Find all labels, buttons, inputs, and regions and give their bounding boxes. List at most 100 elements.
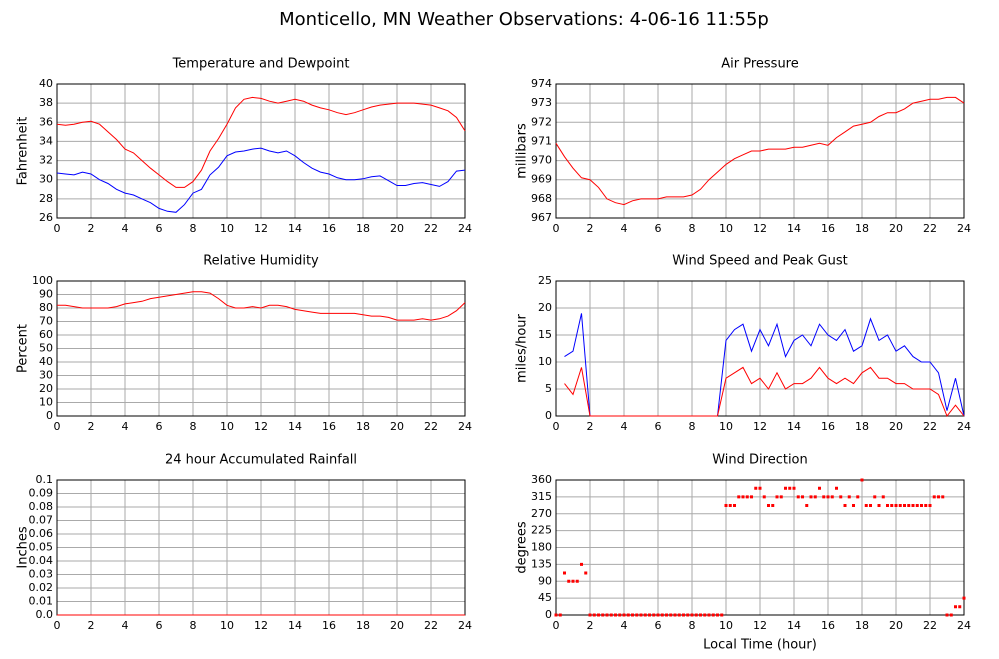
x-tick-label: 0: [553, 619, 560, 632]
data-point: [920, 504, 923, 507]
data-point: [728, 504, 732, 507]
data-point: [575, 579, 579, 583]
y-tick-label: 969: [531, 173, 552, 186]
data-point: [699, 613, 702, 617]
data-point: [631, 613, 634, 617]
data-point: [592, 613, 596, 617]
data-point: [826, 495, 830, 499]
x-tick-label: 18: [356, 619, 370, 632]
data-point: [758, 486, 762, 490]
chart-title: Wind Speed and Peak Gust: [672, 254, 847, 269]
data-point: [784, 486, 787, 490]
data-point: [881, 495, 885, 499]
y-tick-label: 0.05: [29, 541, 54, 554]
x-tick-label: 18: [356, 222, 370, 235]
data-point: [903, 504, 906, 507]
data-point: [571, 579, 575, 583]
data-point: [652, 613, 656, 617]
data-point: [911, 504, 915, 507]
x-tick-label: 18: [855, 420, 869, 433]
x-tick-label: 0: [553, 420, 560, 433]
x-tick-label: 6: [655, 619, 662, 632]
data-point: [941, 495, 945, 499]
x-tick-label: 4: [621, 420, 628, 433]
y-tick-label: 970: [531, 154, 552, 167]
x-tick-label: 18: [855, 222, 869, 235]
data-line: [56, 96, 466, 188]
data-point: [788, 486, 792, 490]
x-tick-label: 20: [889, 420, 903, 433]
x-tick-label: 20: [889, 222, 903, 235]
y-tick-label: 0: [545, 608, 552, 621]
y-tick-label: 26: [39, 211, 53, 224]
data-point: [954, 605, 957, 609]
x-tick-label: 2: [587, 619, 594, 632]
x-tick-label: 24: [957, 420, 971, 433]
data-point: [805, 504, 809, 507]
data-point: [716, 613, 719, 617]
x-tick-label: 22: [923, 420, 937, 433]
chart-title: Wind Direction: [712, 453, 808, 468]
data-point: [745, 495, 749, 499]
x-tick-label: 0: [54, 222, 61, 235]
data-point: [733, 504, 736, 507]
x-tick-label: 16: [322, 619, 336, 632]
page-title: Monticello, MN Weather Observations: 4-0…: [279, 9, 769, 30]
y-tick-label: 80: [39, 301, 53, 314]
x-tick-label: 12: [753, 222, 767, 235]
x-tick-label: 16: [322, 420, 336, 433]
y-tick-label: 15: [538, 328, 552, 341]
data-point: [792, 486, 796, 490]
data-point: [618, 613, 622, 617]
x-tick-label: 4: [621, 619, 628, 632]
data-point: [639, 613, 643, 617]
y-axis-label: miles/hour: [515, 313, 530, 382]
data-point: [962, 596, 966, 600]
data-point: [839, 495, 843, 499]
data-point: [928, 504, 932, 507]
x-tick-label: 20: [390, 222, 404, 235]
data-point: [554, 613, 558, 617]
data-point: [558, 613, 562, 617]
x-tick-label: 2: [88, 619, 95, 632]
y-tick-label: 0.0: [36, 608, 54, 621]
x-tick-label: 10: [220, 222, 234, 235]
x-tick-label: 6: [156, 222, 163, 235]
y-tick-label: 225: [531, 524, 552, 537]
data-point: [949, 613, 953, 617]
x-tick-label: 2: [88, 420, 95, 433]
y-tick-label: 968: [531, 192, 552, 205]
y-tick-label: 0.09: [29, 487, 54, 500]
x-tick-label: 10: [719, 619, 733, 632]
x-axis-label: Local Time (hour): [703, 638, 817, 653]
data-point: [580, 562, 583, 566]
chart: Wind Speed and Peak Gust miles/hour 0 5 10 15…: [515, 254, 972, 434]
data-point: [847, 495, 851, 499]
data-point: [796, 495, 800, 499]
data-point: [665, 613, 668, 617]
x-tick-label: 6: [655, 420, 662, 433]
x-tick-label: 12: [254, 222, 268, 235]
data-point: [656, 613, 660, 617]
y-tick-label: 180: [531, 541, 552, 554]
data-point: [873, 495, 877, 499]
data-point: [754, 486, 758, 490]
x-tick-label: 20: [390, 420, 404, 433]
x-tick-label: 12: [753, 619, 767, 632]
y-tick-label: 5: [545, 382, 552, 395]
data-point: [669, 613, 673, 617]
x-tick-label: 12: [753, 420, 767, 433]
y-tick-label: 70: [39, 315, 53, 328]
data-point: [813, 495, 817, 499]
data-point: [898, 504, 902, 507]
data-point: [818, 486, 821, 490]
x-tick-label: 8: [190, 619, 197, 632]
data-point: [877, 504, 881, 507]
data-point: [643, 613, 647, 617]
plot-frame: [555, 479, 965, 616]
x-tick-label: 10: [220, 619, 234, 632]
data-point: [724, 504, 728, 507]
y-tick-label: 28: [39, 192, 53, 205]
x-tick-label: 22: [923, 222, 937, 235]
